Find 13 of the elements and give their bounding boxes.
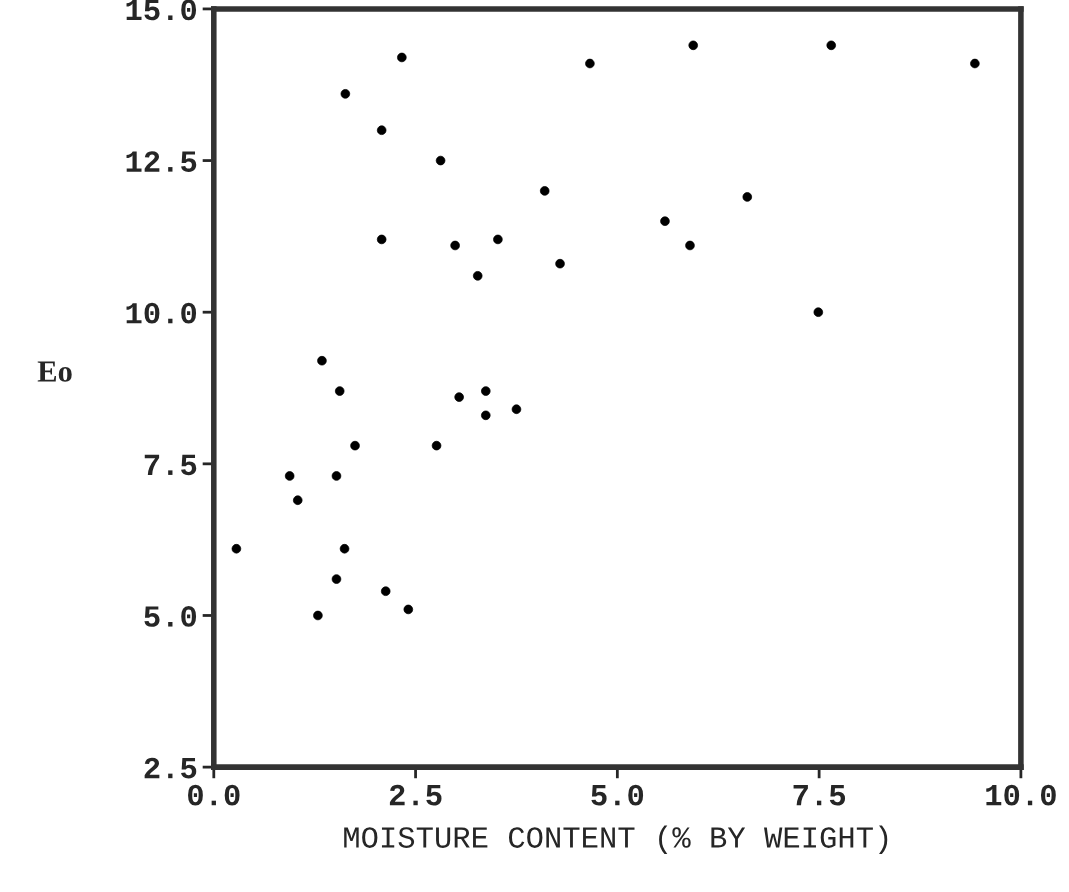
x-axis-title: MOISTURE CONTENT (% BY WEIGHT) bbox=[344, 825, 888, 854]
y-tick-label: 15.0 bbox=[126, 0, 197, 21]
y-tick-label: 10.0 bbox=[126, 302, 197, 324]
y-tick-label: 7.5 bbox=[144, 454, 197, 476]
x-tick-label: 10.0 bbox=[986, 784, 1056, 806]
y-tick-label: 2.5 bbox=[144, 757, 197, 779]
x-tick-label: 7.5 bbox=[793, 785, 846, 806]
y-tick-label: 5.0 bbox=[144, 606, 197, 627]
y-axis-title: Eo bbox=[37, 361, 72, 382]
x-tick-label: 5.0 bbox=[591, 784, 644, 806]
x-tick-label: 0.0 bbox=[188, 784, 240, 806]
y-tick-label: 12.5 bbox=[126, 151, 197, 172]
x-tick-label: 2.5 bbox=[389, 784, 442, 806]
